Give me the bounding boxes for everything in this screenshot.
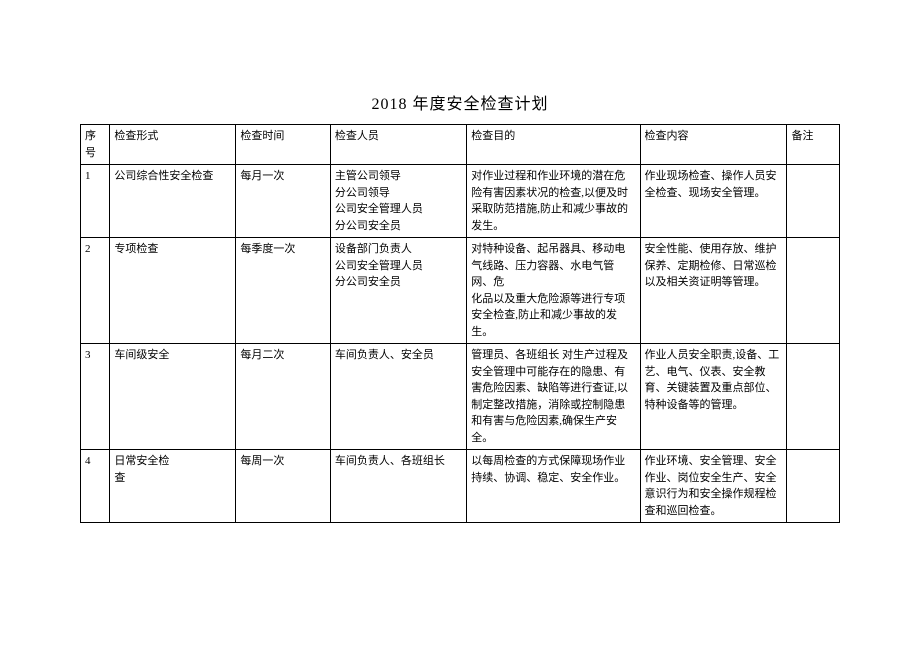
cell-people: 主管公司领导分公司领导公司安全管理人员分公司安全员 [330,165,466,238]
col-header: 序号 [81,125,110,165]
col-header: 检查目的 [467,125,640,165]
cell-remark [787,450,840,523]
cell-people: 车间负责人、安全员 [330,344,466,450]
table-row: 1 公司综合性安全检查 每月一次 主管公司领导分公司领导公司安全管理人员分公司安… [81,165,840,238]
cell-time: 每季度一次 [236,238,330,344]
table-header-row: 序号 检查形式 检查时间 检查人员 检查目的 检查内容 备注 [81,125,840,165]
cell-time: 每月二次 [236,344,330,450]
cell-content: 作业人员安全职责,设备、工艺、电气、仪表、安全教育、关键装置及重点部位、特种设备… [640,344,787,450]
cell-no: 1 [81,165,110,238]
page-title: 2018 年度安全检查计划 [80,90,840,114]
cell-people: 设备部门负责人公司安全管理人员分公司安全员 [330,238,466,344]
cell-purpose: 以每周检查的方式保障现场作业持续、协调、稳定、安全作业。 [467,450,640,523]
cell-remark [787,238,840,344]
col-header: 检查形式 [110,125,236,165]
col-header: 检查内容 [640,125,787,165]
col-header: 检查时间 [236,125,330,165]
cell-purpose: 管理员、各班组长 对生产过程及安全管理中可能存在的隐患、有害危险因素、缺陷等进行… [467,344,640,450]
cell-time: 每月一次 [236,165,330,238]
table-row: 2 专项检查 每季度一次 设备部门负责人公司安全管理人员分公司安全员 对特种设备… [81,238,840,344]
cell-content: 安全性能、使用存放、维护保养、定期检修、日常巡检以及相关资证明等管理。 [640,238,787,344]
inspection-plan-table: 序号 检查形式 检查时间 检查人员 检查目的 检查内容 备注 1 公司综合性安全… [80,124,840,523]
cell-no: 2 [81,238,110,344]
cell-form: 公司综合性安全检查 [110,165,236,238]
cell-remark [787,344,840,450]
cell-content: 作业环境、安全管理、安全作业、岗位安全生产、安全意识行为和安全操作规程检查和巡回… [640,450,787,523]
cell-form: 车间级安全 [110,344,236,450]
cell-people: 车间负责人、各班组长 [330,450,466,523]
cell-no: 4 [81,450,110,523]
cell-no: 3 [81,344,110,450]
cell-remark [787,165,840,238]
cell-content: 作业现场检查、操作人员安全检查、现场安全管理。 [640,165,787,238]
cell-purpose: 对特种设备、起吊器具、移动电气线路、压力容器、水电气管网、危化品以及重大危险源等… [467,238,640,344]
cell-purpose: 对作业过程和作业环境的潜在危险有害因素状况的检查,以便及时采取防范措施,防止和减… [467,165,640,238]
col-header: 备注 [787,125,840,165]
document-page: 2018 年度安全检查计划 序号 检查形式 检查时间 检查人员 检查目的 检查内… [0,0,920,523]
table-row: 4 日常安全检查 每周一次 车间负责人、各班组长 以每周检查的方式保障现场作业持… [81,450,840,523]
cell-form: 专项检查 [110,238,236,344]
cell-time: 每周一次 [236,450,330,523]
col-header: 检查人员 [330,125,466,165]
cell-form: 日常安全检查 [110,450,236,523]
table-row: 3 车间级安全 每月二次 车间负责人、安全员 管理员、各班组长 对生产过程及安全… [81,344,840,450]
